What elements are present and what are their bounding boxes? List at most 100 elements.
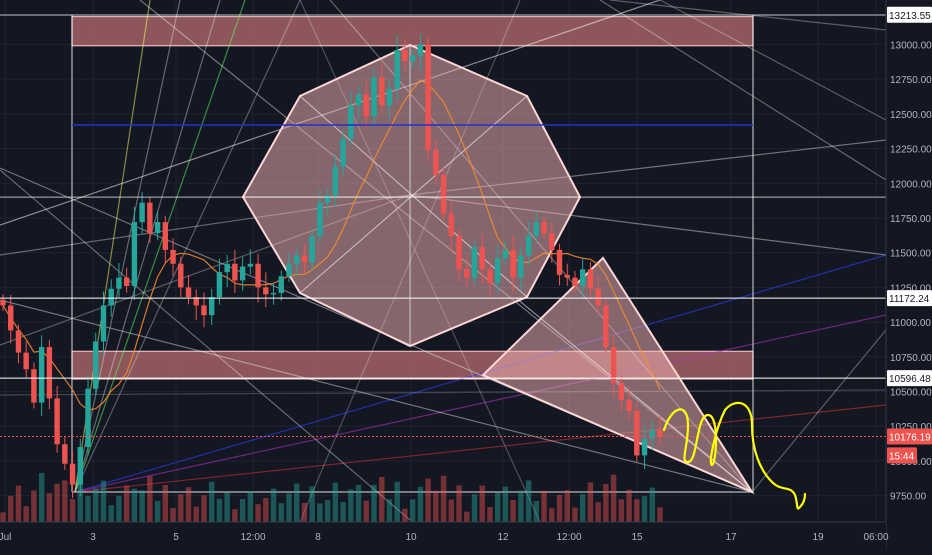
candle-body [69,463,76,485]
candle-body [178,263,184,288]
price-label-text: 10176.19 [889,432,931,443]
time-tick-label: 06:00 [863,532,888,543]
price-tick-label: 12750.00 [890,75,932,86]
candle-body [595,288,601,306]
candle-body [224,263,230,273]
volume-bar [170,508,176,522]
candle-body [162,222,169,250]
candle-body [626,399,632,411]
volume-bar [54,483,60,522]
volume-bar [409,499,416,522]
time-tick-label: 5 [173,532,179,543]
volume-bar [317,503,323,522]
candle-body [147,202,153,234]
time-tick-label: 12:00 [240,532,265,543]
fan-line [74,0,181,493]
volume-bar [123,485,130,522]
candle-body [464,269,470,278]
candle-body [270,292,277,295]
time-axis-background [0,522,886,550]
fan-line [74,314,887,493]
volume-bar [178,494,184,522]
candle-body [379,77,385,106]
candle-body [479,247,485,270]
candle-body [425,44,431,150]
candle-body [185,287,192,298]
volume-bar [510,500,516,522]
candle-body [216,272,223,298]
volume-bar [69,499,76,522]
candle-body [8,305,14,331]
volume-bar [363,500,369,522]
zones[interactable] [71,16,754,380]
volume-bar [309,486,315,522]
volume-bar [93,488,99,522]
candle-body [0,299,6,306]
candle-body [355,94,362,106]
volume-bar [139,490,145,522]
volume-bar [208,481,215,522]
candle-body [108,288,114,306]
price-tick-label: 11250.00 [890,283,931,294]
volume-bar [610,474,617,522]
candle-body [348,105,354,139]
volume-bar [23,506,29,522]
volume-bar [193,506,199,522]
volume-bar [15,485,22,522]
candle-body [448,213,455,237]
candle-body [247,263,254,267]
price-tick-label: 10750.00 [890,353,932,364]
volume-bar [618,499,625,522]
volume-bar [603,484,609,522]
volume-bar [448,499,455,522]
candle-body [170,249,176,264]
volume-bar [263,498,269,522]
volume-bar [116,495,122,522]
candle-body [278,276,284,293]
time-tick-label: 17 [725,532,737,543]
candles [0,33,663,498]
price-label-text: 13213.55 [889,11,931,22]
time-axis[interactable]: Jul 3 5 12:00 8 10 12 12:00 15 17 19 06:00 [0,521,889,550]
candle-body [556,249,563,275]
candle-body [38,347,45,403]
volume-bar [224,492,230,522]
candle-body [487,269,493,284]
candle-body [62,444,68,464]
volume-bar [31,490,37,522]
price-axis[interactable]: 13000.00 12750.00 12500.00 12250.00 12000.00… [885,0,932,550]
volume-bar [239,499,246,522]
price-tick-label: 11750.00 [890,214,931,225]
horizontal-levels[interactable] [0,124,886,437]
candle-body [525,236,532,256]
volume-bar [417,486,424,522]
candle-body [440,174,447,214]
price-label-text: 15:44 [889,451,914,462]
time-tick-label: 10 [405,532,417,543]
volume-bar [518,490,524,522]
candle-body [564,274,570,278]
candle-body [301,255,308,263]
volume-bar [494,492,501,522]
volume-bar [533,501,540,522]
volume-bar [572,507,578,522]
candle-body [518,255,524,278]
candle-body [610,347,617,384]
moving-average-line [2,79,661,411]
moving-average [2,79,661,411]
candle-body [417,44,424,56]
fan-line [659,0,887,121]
volume-bar [286,493,292,522]
candle-body [649,430,655,439]
triangle-median [515,297,753,493]
candle-body [641,438,648,456]
candle-body [572,277,578,286]
candle-body [93,341,99,389]
candle-body [54,398,60,445]
price-label-box [887,428,932,445]
volume-bar [564,490,570,522]
candle-body [657,430,663,437]
volume-bar [185,487,192,522]
